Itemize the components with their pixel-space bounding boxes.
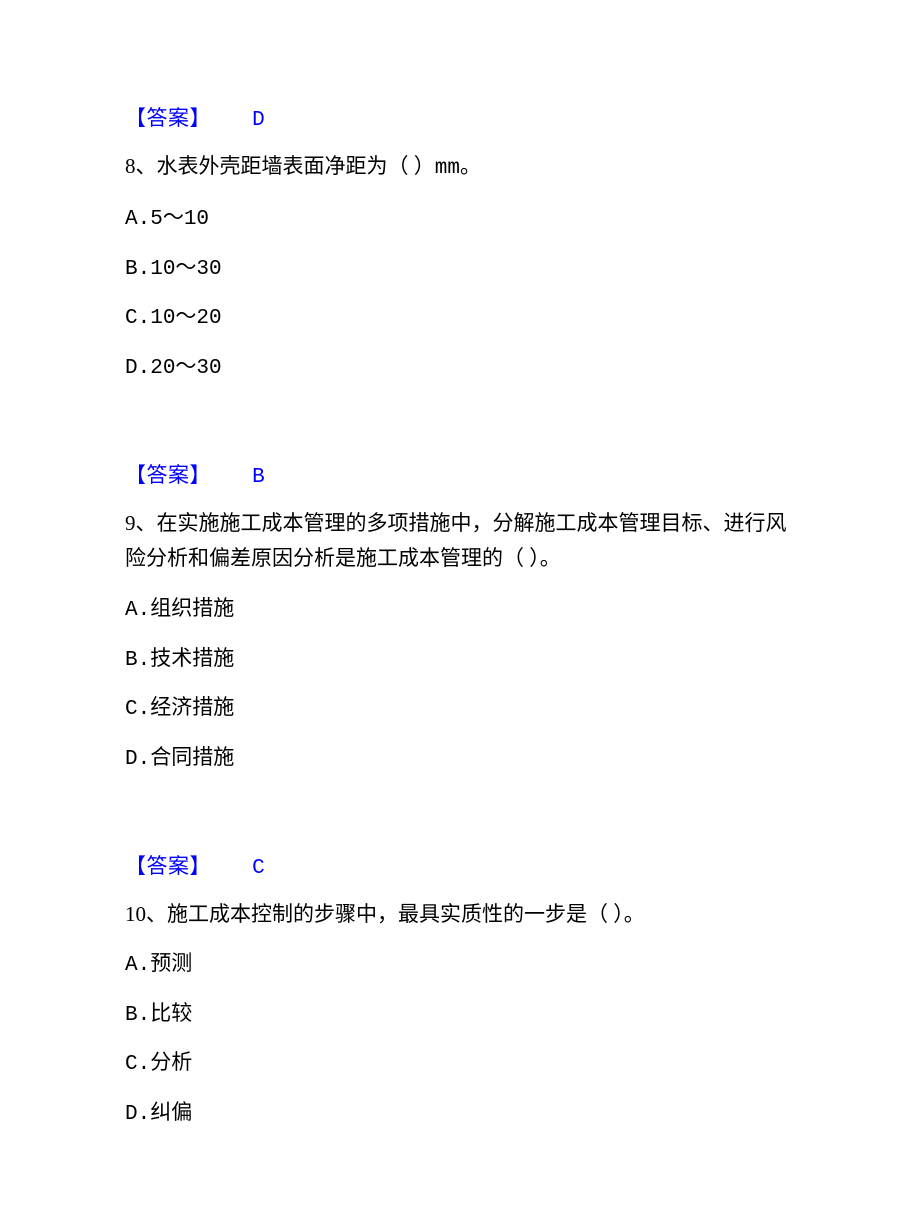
answer-label: 【答案】 [125,853,211,885]
question-text-before: 水表外壳距墙表面净距为（ ） [157,154,435,178]
q8-option-c: C.10～20 [125,301,795,335]
answer-block-7: 【答案】 D [125,105,795,137]
option-text: 比较 [150,1001,192,1025]
option-label: B. [125,649,150,672]
option-text: 10～20 [150,307,221,330]
question-number: 10、 [125,902,167,926]
q8-option-b: B.10～30 [125,252,795,286]
q8-option-d: D.20～30 [125,351,795,385]
question-text-after: 。 [460,154,481,178]
question-text: 在实施施工成本管理的多项措施中，分解施工成本管理目标、进行风险分析和偏差原因分析… [125,511,787,571]
q10-option-a: A.预测 [125,948,795,982]
question-text: 施工成本控制的步骤中，最具实质性的一步是（ ）。 [167,902,645,926]
option-text: 合同措施 [150,745,234,769]
option-text: 纠偏 [150,1100,192,1124]
option-text: 经济措施 [150,695,234,719]
q10-option-c: C.分析 [125,1047,795,1081]
answer-letter: C [252,853,265,885]
answer-block-8: 【答案】 B [125,462,795,494]
answer-label: 【答案】 [125,462,211,494]
q9-option-a: A.组织措施 [125,593,795,627]
question-number: 9、 [125,511,157,535]
option-label: B. [125,258,150,281]
question-9-stem: 9、在实施施工成本管理的多项措施中，分解施工成本管理目标、进行风险分析和偏差原因… [125,506,795,577]
page-content: 【答案】 D 8、水表外壳距墙表面净距为（ ）mm。 A.5～10 B.10～3… [0,0,920,1206]
option-text: 分析 [150,1050,192,1074]
option-label: D. [125,1103,150,1126]
option-text: 20～30 [150,357,221,380]
q9-option-c: C.经济措施 [125,692,795,726]
answer-label: 【答案】 [125,105,211,137]
answer-letter: B [252,462,265,494]
option-label: D. [125,357,150,380]
option-label: A. [125,208,150,231]
option-label: C. [125,698,150,721]
q10-option-b: B.比较 [125,998,795,1032]
option-label: D. [125,748,150,771]
spacer [125,791,795,853]
option-text: 组织措施 [150,596,234,620]
q10-option-d: D.纠偏 [125,1097,795,1131]
option-label: C. [125,307,150,330]
question-10-stem: 10、施工成本控制的步骤中，最具实质性的一步是（ ）。 [125,897,795,933]
question-8-stem: 8、水表外壳距墙表面净距为（ ）mm。 [125,149,795,187]
answer-letter: D [252,105,265,137]
question-number: 8、 [125,154,157,178]
q8-option-a: A.5～10 [125,202,795,236]
spacer [125,400,795,462]
question-unit: mm [435,157,460,180]
q9-option-d: D.合同措施 [125,742,795,776]
option-text: 5～10 [150,208,209,231]
answer-block-9: 【答案】 C [125,853,795,885]
option-text: 技术措施 [150,646,234,670]
option-text: 10～30 [150,258,221,281]
q9-option-b: B.技术措施 [125,643,795,677]
option-text: 预测 [150,951,192,975]
option-label: C. [125,1053,150,1076]
option-label: A. [125,954,150,977]
option-label: B. [125,1004,150,1027]
option-label: A. [125,599,150,622]
